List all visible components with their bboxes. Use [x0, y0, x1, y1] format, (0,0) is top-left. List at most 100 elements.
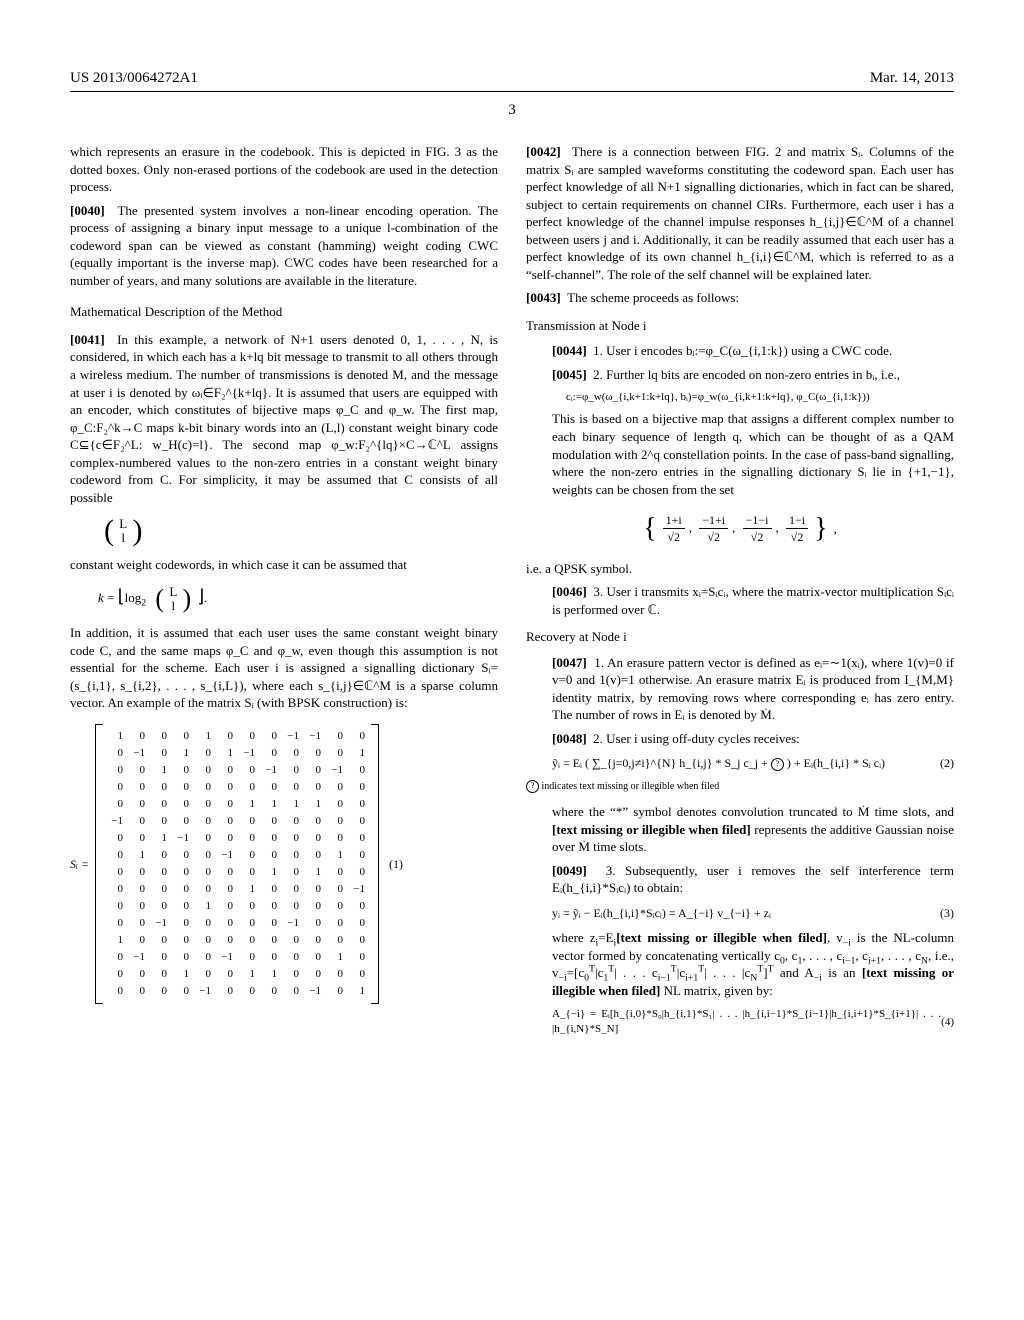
matrix-cell: 0 — [325, 779, 347, 796]
matrix-cell: 0 — [281, 864, 303, 881]
matrix-cell: 0 — [325, 915, 347, 932]
matrix-cell: 0 — [171, 762, 193, 779]
matrix-cell: 0 — [171, 983, 193, 1000]
matrix-cell: −1 — [281, 915, 303, 932]
matrix-cell: −1 — [127, 949, 149, 966]
matrix-cell: 0 — [237, 864, 259, 881]
matrix-cell: 0 — [215, 728, 237, 745]
matrix-cell: 0 — [171, 796, 193, 813]
para-num: [0049] — [552, 863, 587, 878]
matrix-cell: 0 — [259, 745, 281, 762]
matrix-cell: 0 — [127, 864, 149, 881]
matrix-cell: 0 — [105, 762, 127, 779]
para-num: [0040] — [70, 203, 105, 218]
matrix-cell: 0 — [347, 830, 369, 847]
matrix-cell: 0 — [193, 864, 215, 881]
matrix-cell: 0 — [259, 898, 281, 915]
matrix-cell: 0 — [237, 847, 259, 864]
matrix-cell: 1 — [171, 966, 193, 983]
matrix-cell: 0 — [149, 949, 171, 966]
matrix-cell: 0 — [281, 830, 303, 847]
matrix-cell: 0 — [171, 915, 193, 932]
matrix-cell: 0 — [303, 898, 325, 915]
matrix-cell: 0 — [237, 779, 259, 796]
matrix-cell: 0 — [237, 728, 259, 745]
matrix-cell: 1 — [325, 949, 347, 966]
eq2-right: ) + Eᵢ(h_{i,i} * Sᵢ cᵢ) — [784, 756, 885, 770]
matrix-cell: 0 — [171, 779, 193, 796]
matrix-cell: 0 — [215, 813, 237, 830]
matrix-cell: 0 — [127, 830, 149, 847]
matrix-cell: 0 — [347, 728, 369, 745]
matrix-cell: 1 — [127, 847, 149, 864]
matrix-cell: 0 — [281, 966, 303, 983]
matrix-cell: 0 — [215, 966, 237, 983]
matrix-cell: 1 — [149, 762, 171, 779]
matrix-cell: 0 — [281, 881, 303, 898]
matrix-cell: 1 — [237, 881, 259, 898]
para-num: [0042] — [526, 144, 561, 159]
matrix-cell: 0 — [347, 898, 369, 915]
matrix-cell: 0 — [281, 847, 303, 864]
matrix-cell: 0 — [193, 779, 215, 796]
matrix-cell: −1 — [303, 728, 325, 745]
binomial-formula: ( L l ) — [98, 516, 498, 546]
matrix-cell: 0 — [347, 932, 369, 949]
right-column: [0042] There is a connection between FIG… — [526, 143, 954, 1045]
matrix-cell: 0 — [259, 847, 281, 864]
matrix-cell: 0 — [259, 728, 281, 745]
equation-4: A_{−i} = Eᵢ[h_{i,0}*S₀|h_{i,1}*S₁| . . .… — [552, 1007, 954, 1037]
matrix-cell: 0 — [105, 983, 127, 1000]
matrix-cell: 0 — [127, 898, 149, 915]
matrix-cell: 1 — [237, 966, 259, 983]
eq3: yᵢ = ỹᵢ − Eᵢ(h_{i,i}*Sᵢcᵢ) = A_{−i} v_{−… — [552, 905, 771, 921]
matrix-cell: 0 — [127, 762, 149, 779]
para-num: [0043] — [526, 290, 561, 305]
matrix-cell: 0 — [105, 830, 127, 847]
matrix-cell: 0 — [237, 932, 259, 949]
matrix-cell: 0 — [347, 847, 369, 864]
matrix-cell: 0 — [281, 983, 303, 1000]
matrix-cell: 0 — [303, 779, 325, 796]
matrix-cell: 0 — [149, 796, 171, 813]
qpsk-fraction: 1+i√2 — [663, 512, 685, 545]
matrix-cell: 0 — [215, 915, 237, 932]
matrix-bracket-right — [371, 724, 379, 1004]
matrix-cell: 0 — [281, 762, 303, 779]
para-0042: [0042] There is a connection between FIG… — [526, 143, 954, 283]
matrix-cell: 0 — [105, 847, 127, 864]
matrix-cell: 0 — [149, 779, 171, 796]
matrix-cell: 0 — [347, 762, 369, 779]
matrix-cell: 0 — [193, 813, 215, 830]
para-text: 2. User i using off-duty cycles receives… — [593, 731, 800, 746]
matrix-cell: 0 — [303, 881, 325, 898]
matrix-cell: 0 — [325, 745, 347, 762]
matrix-cell: 0 — [259, 830, 281, 847]
matrix-cell: 0 — [215, 881, 237, 898]
matrix-cell: 0 — [171, 864, 193, 881]
matrix-cell: 0 — [347, 915, 369, 932]
matrix-cell: 0 — [105, 745, 127, 762]
matrix-cell: 0 — [347, 796, 369, 813]
matrix-eqnum: (1) — [379, 724, 403, 1004]
matrix-cell: 0 — [303, 847, 325, 864]
para-0049-cont: where zi=Ei[text missing or illegible wh… — [552, 929, 954, 999]
matrix-cell: 0 — [127, 779, 149, 796]
matrix-cell: 0 — [193, 949, 215, 966]
matrix-cell: −1 — [303, 983, 325, 1000]
pub-date: Mar. 14, 2013 — [870, 70, 954, 87]
matrix-cell: 1 — [171, 745, 193, 762]
matrix-cell: 0 — [171, 949, 193, 966]
eq4: A_{−i} = Eᵢ[h_{i,0}*S₀|h_{i,1}*S₁| . . .… — [552, 1007, 941, 1037]
equation-2: ỹᵢ = Eᵢ ( ∑_{j=0,j≠i}^{N} h_{i,j} * S_j … — [552, 755, 954, 771]
matrix-cell: −1 — [237, 745, 259, 762]
para-0041-cont: In addition, it is assumed that each use… — [70, 624, 498, 712]
matrix-cell: 0 — [215, 932, 237, 949]
matrix-cell: −1 — [281, 728, 303, 745]
matrix-cell: 0 — [127, 728, 149, 745]
matrix-cell: 0 — [127, 881, 149, 898]
matrix-cell: 1 — [303, 864, 325, 881]
matrix-cell: 0 — [127, 983, 149, 1000]
qpsk-text: i.e. a QPSK symbol. — [526, 560, 954, 578]
ci-formula: cᵢ:=φ_w(ω_{i,k+1:k+lq}, bᵢ)=φ_w(ω_{i,k+1… — [566, 390, 954, 405]
